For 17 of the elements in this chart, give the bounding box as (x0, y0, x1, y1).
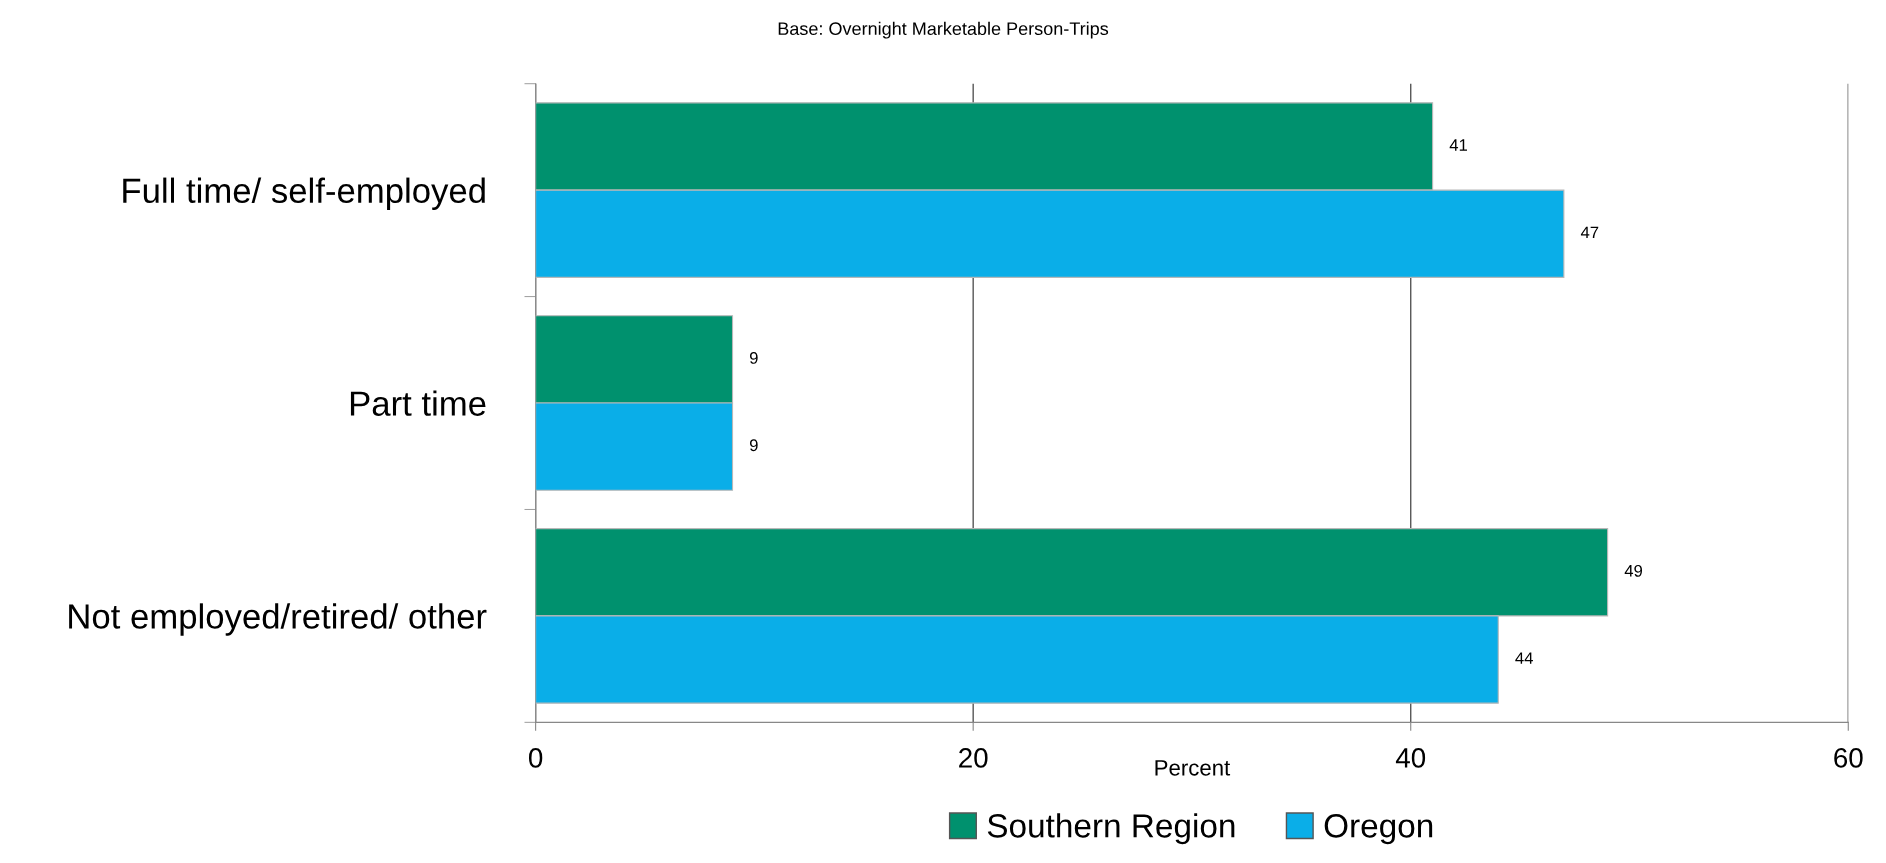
x-tick-label: 20 (959, 748, 988, 768)
data-label: 49 (1624, 564, 1643, 577)
legend-label: Southern Region (987, 813, 1235, 845)
data-label: 44 (1515, 652, 1533, 664)
chart-title: Base: Overnight Marketable Person-Trips (778, 21, 1109, 39)
y-tick-label: Part time (350, 390, 486, 416)
data-label: 9 (749, 439, 758, 452)
x-tick-label: 60 (1834, 748, 1863, 768)
x-tick-label: 0 (528, 748, 543, 768)
data-label: 41 (1449, 139, 1467, 151)
x-axis-title: Percent (1155, 760, 1231, 776)
legend-label: Oregon (1324, 814, 1433, 845)
data-label: 47 (1580, 226, 1599, 239)
x-tick-label: 40 (1395, 748, 1426, 768)
y-tick-label: Full time/ self-employed (123, 177, 485, 210)
y-tick-label: Not employed/retired/ other (69, 603, 487, 636)
data-label: 9 (749, 352, 758, 364)
